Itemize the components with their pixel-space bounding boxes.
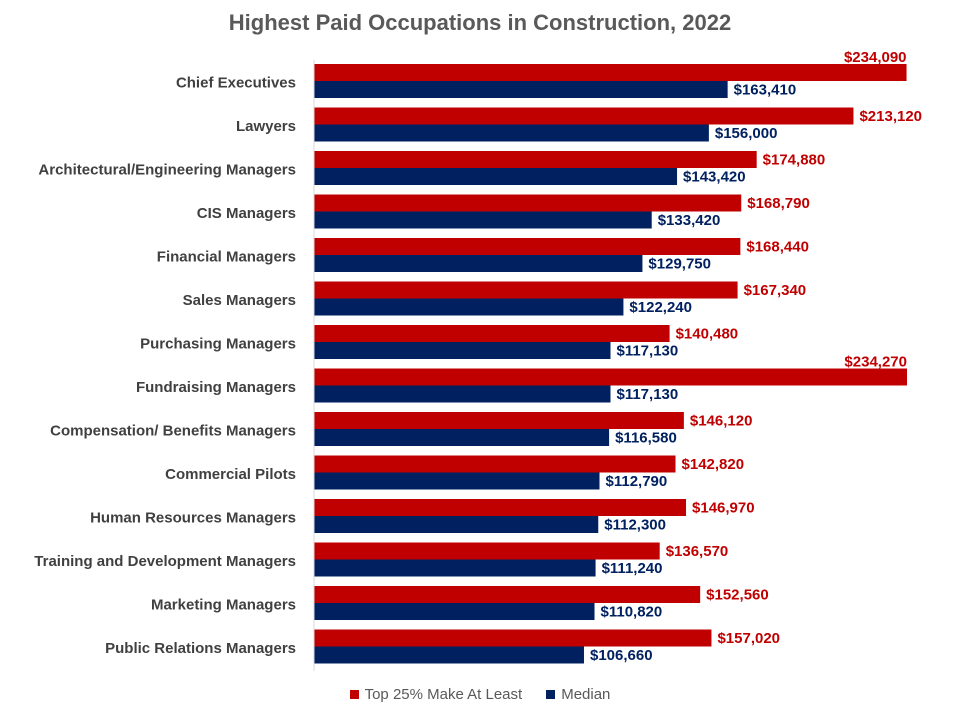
bar-top25: [314, 455, 676, 473]
bar-median: [314, 342, 611, 359]
chart-title: Highest Paid Occupations in Construction…: [228, 10, 732, 35]
bar-median: [314, 603, 595, 620]
category-label: Compensation/ Benefits Managers: [50, 423, 296, 440]
data-label-top25: $142,820: [682, 456, 745, 473]
category-label: Fundraising Managers: [136, 379, 296, 396]
data-label-top25: $174,880: [763, 151, 826, 168]
category-label: Human Resources Managers: [90, 510, 296, 527]
category-label: Training and Development Managers: [34, 553, 296, 570]
bar-top25: [314, 499, 687, 516]
category-label: Sales Managers: [183, 292, 296, 309]
data-label-median: $163,410: [734, 81, 797, 98]
bar-median: [314, 429, 610, 446]
data-label-top25: $168,790: [747, 195, 810, 212]
bar-top25: [314, 325, 670, 342]
bar-top25: [314, 586, 701, 603]
bar-top25: [314, 281, 738, 299]
category-label: Marketing Managers: [151, 597, 296, 614]
legend-swatch-top25: [349, 690, 359, 699]
bar-top25: [314, 542, 660, 560]
bar-top25: [314, 194, 742, 212]
bar-median: [314, 646, 584, 664]
legend-label-top25: Top 25% Make At Least: [364, 686, 523, 703]
bar-median: [314, 124, 709, 142]
data-label-top25: $234,090: [844, 49, 907, 66]
data-label-median: $129,750: [648, 255, 711, 272]
data-label-median: $117,130: [616, 342, 678, 359]
data-label-median: $143,420: [683, 168, 746, 185]
data-label-top25: $213,120: [859, 108, 922, 125]
data-label-median: $110,820: [601, 603, 663, 620]
data-label-median: $111,240: [602, 560, 663, 577]
category-label: Purchasing Managers: [140, 336, 296, 353]
bar-top25: [314, 368, 907, 386]
data-label-median: $117,130: [616, 386, 678, 403]
category-label: Chief Executives: [176, 75, 296, 92]
category-label: Architectural/Engineering Managers: [38, 162, 296, 179]
bar-median: [314, 472, 600, 490]
data-label-median: $133,420: [658, 212, 721, 229]
bar-median: [314, 211, 652, 229]
category-label: CIS Managers: [197, 205, 296, 222]
legend: Top 25% Make At Least Median: [0, 686, 960, 703]
bar-top25: [314, 412, 684, 429]
data-label-top25: $146,970: [692, 499, 755, 516]
bar-top25: [314, 629, 712, 647]
data-label-top25: $167,340: [744, 282, 807, 299]
data-label-median: $116,580: [615, 429, 677, 446]
legend-item-median: Median: [546, 686, 610, 703]
bar-median: [314, 298, 624, 316]
legend-label-median: Median: [561, 686, 611, 703]
legend-swatch-median: [546, 690, 556, 699]
data-label-median: $122,240: [629, 299, 692, 316]
data-label-top25: $152,560: [706, 586, 769, 603]
bar-median: [314, 81, 728, 98]
category-label: Public Relations Managers: [105, 640, 296, 657]
bar-median: [314, 559, 596, 577]
data-label-top25: $136,570: [666, 543, 729, 560]
data-label-top25: $140,480: [676, 325, 739, 342]
data-label-median: $112,790: [606, 473, 668, 490]
bar-top25: [314, 238, 741, 255]
bar-top25: [314, 64, 907, 81]
data-label-top25: $157,020: [717, 630, 780, 647]
data-label-median: $112,300: [604, 516, 666, 533]
data-label-median: $156,000: [715, 125, 778, 142]
bar-top25: [314, 107, 854, 125]
legend-item-top25: Top 25% Make At Least: [349, 686, 523, 703]
category-label: Lawyers: [236, 118, 296, 135]
category-label: Commercial Pilots: [165, 466, 296, 483]
bar-top25: [314, 151, 757, 168]
data-label-top25: $146,120: [690, 412, 753, 429]
data-label-top25: $234,270: [844, 353, 907, 370]
bar-median: [314, 255, 643, 272]
bar-median: [314, 385, 611, 403]
category-label: Financial Managers: [157, 249, 296, 266]
bar-median: [314, 168, 678, 185]
data-label-top25: $168,440: [746, 238, 809, 255]
data-label-median: $106,660: [590, 647, 653, 664]
bar-median: [314, 516, 599, 533]
